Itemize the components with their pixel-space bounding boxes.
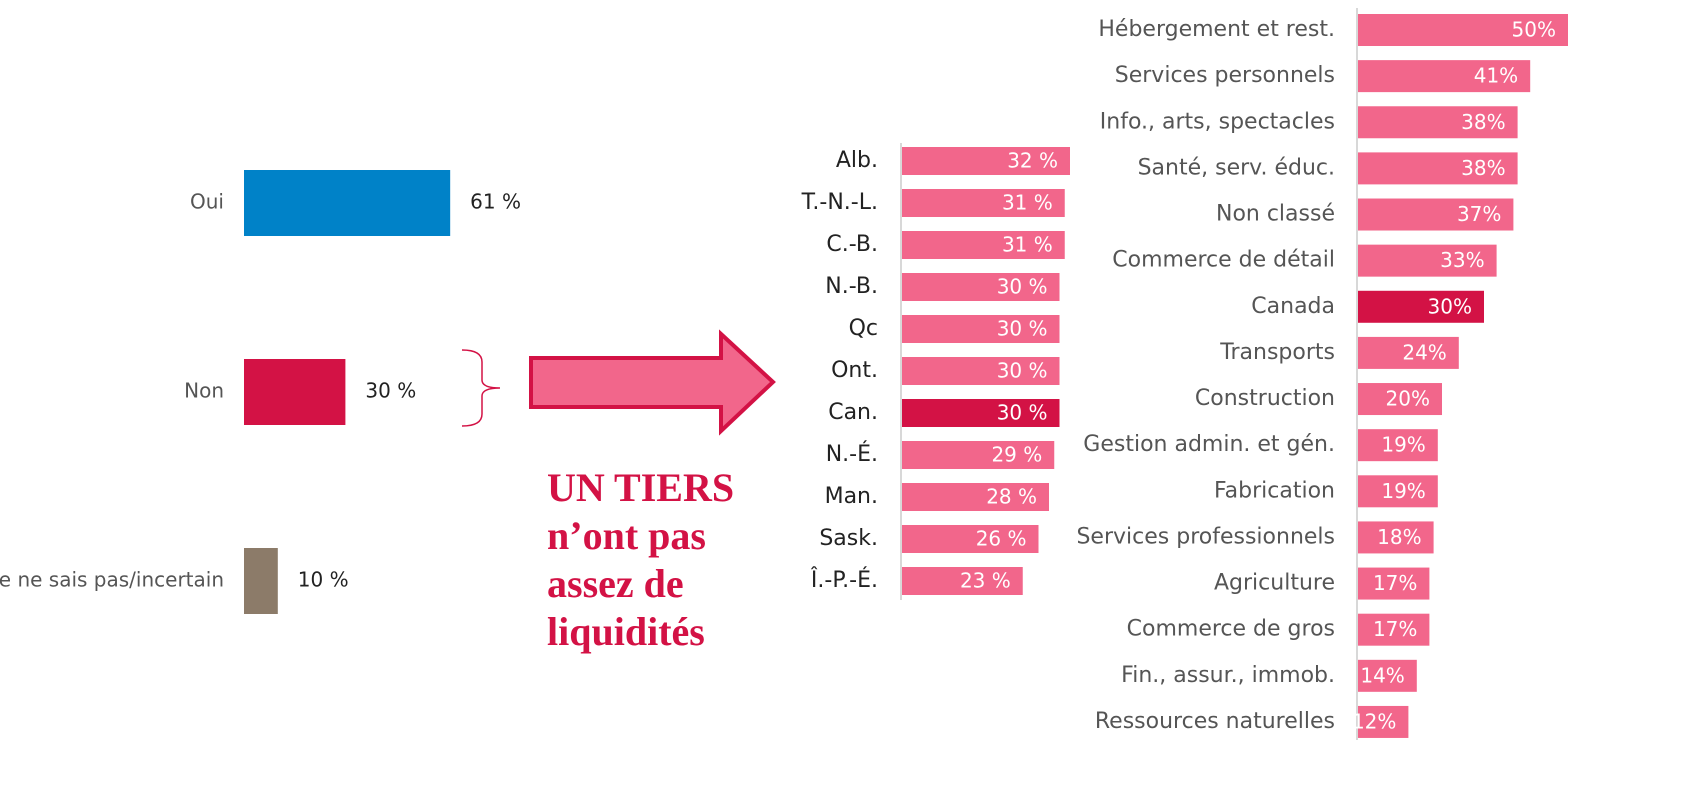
category-label: Ressources naturelles <box>1095 709 1335 734</box>
bar <box>1358 336 1459 369</box>
category-label: Services personnels <box>1115 63 1335 88</box>
brace <box>461 349 501 427</box>
annotation: assez de <box>547 561 684 606</box>
value-label: 38% <box>1461 110 1505 134</box>
bar <box>1358 198 1514 231</box>
bar <box>1358 475 1438 508</box>
bar <box>1358 106 1518 139</box>
bar <box>902 399 1060 427</box>
value-label: 24% <box>1402 340 1446 364</box>
value-label: 61 % <box>470 190 521 214</box>
category-label: Fin., assur., immob. <box>1121 663 1335 688</box>
category-label: Je ne sais pas/incertain <box>0 568 224 592</box>
bar <box>902 231 1065 259</box>
value-label: 30 % <box>997 401 1048 425</box>
value-label: 38% <box>1461 156 1505 180</box>
category-label: Commerce de gros <box>1127 617 1335 642</box>
value-label: 30 % <box>365 379 416 403</box>
category-label: Alb. <box>836 148 878 173</box>
category-label: Non classé <box>1216 202 1335 227</box>
value-label: 30 % <box>997 317 1048 341</box>
value-label: 14% <box>1360 663 1404 687</box>
value-label: 37% <box>1457 202 1501 226</box>
category-label: Construction <box>1195 386 1335 411</box>
category-label: Can. <box>828 400 878 425</box>
annotation: n’ont pas <box>547 513 706 558</box>
bar <box>1358 567 1430 600</box>
category-label: Oui <box>190 190 224 214</box>
category-label: Santé, serv. éduc. <box>1138 155 1335 180</box>
bar <box>1358 521 1434 554</box>
bar <box>1358 14 1568 46</box>
arrow <box>529 329 776 436</box>
value-label: 19% <box>1381 479 1425 503</box>
value-label: 31 % <box>1002 233 1053 257</box>
bar <box>1358 705 1409 738</box>
value-label: 19% <box>1381 433 1425 457</box>
bar <box>902 567 1023 595</box>
bar <box>902 441 1055 469</box>
bar <box>902 147 1070 175</box>
bar <box>1358 290 1484 323</box>
annotation: UN TIERS <box>547 465 734 510</box>
value-label: 17% <box>1373 571 1417 595</box>
category-label: Hébergement et rest. <box>1098 17 1335 42</box>
category-label: Transports <box>1219 340 1335 365</box>
category-label: Gestion admin. et gén. <box>1083 432 1335 457</box>
bar <box>1358 659 1417 692</box>
category-label: Services professionnels <box>1076 524 1335 549</box>
category-label: Canada <box>1251 294 1335 319</box>
category-label: Info., arts, spectacles <box>1100 109 1335 134</box>
bar <box>244 359 346 425</box>
value-label: 50% <box>1512 18 1556 42</box>
bar <box>902 483 1049 511</box>
category-label: Qc <box>849 316 878 341</box>
value-label: 32 % <box>1007 149 1058 173</box>
value-label: 29 % <box>991 443 1042 467</box>
value-label: 28 % <box>986 485 1037 509</box>
category-label: Ont. <box>831 358 878 383</box>
bar <box>1358 244 1497 277</box>
bar <box>1358 152 1518 185</box>
category-label: Fabrication <box>1214 478 1335 503</box>
bar <box>902 315 1060 343</box>
category-label: N.-B. <box>825 274 878 299</box>
value-label: 18% <box>1377 525 1421 549</box>
bar <box>1358 60 1531 93</box>
category-label: Î.-P.-É. <box>810 567 878 593</box>
category-label: Man. <box>825 484 878 509</box>
value-label: 17% <box>1373 617 1417 641</box>
category-label: N.-É. <box>826 441 878 467</box>
bar <box>902 525 1039 553</box>
value-label: 23 % <box>960 569 1011 593</box>
value-label: 30% <box>1428 294 1472 318</box>
bar <box>244 170 451 236</box>
value-label: 41% <box>1474 64 1518 88</box>
category-label: C.-B. <box>826 232 878 257</box>
value-label: 31 % <box>1002 191 1053 215</box>
bar <box>1358 429 1438 462</box>
value-label: 20% <box>1386 387 1430 411</box>
bar <box>902 273 1060 301</box>
annotation: liquidités <box>547 609 705 654</box>
category-label: Non <box>184 379 224 403</box>
bar <box>902 189 1065 217</box>
value-label: 26 % <box>976 527 1027 551</box>
bar <box>244 548 278 614</box>
bar <box>1358 383 1442 416</box>
bar <box>902 357 1060 385</box>
value-label: 30 % <box>997 359 1048 383</box>
value-label: 30 % <box>997 275 1048 299</box>
value-label: 12% <box>1352 709 1396 733</box>
value-label: 10 % <box>298 568 349 592</box>
category-label: Commerce de détail <box>1112 248 1335 273</box>
value-label: 33% <box>1440 248 1484 272</box>
bar <box>1358 613 1430 646</box>
category-label: Agriculture <box>1214 571 1335 596</box>
category-label: Sask. <box>819 526 878 551</box>
category-label: T.-N.-L. <box>801 190 878 215</box>
